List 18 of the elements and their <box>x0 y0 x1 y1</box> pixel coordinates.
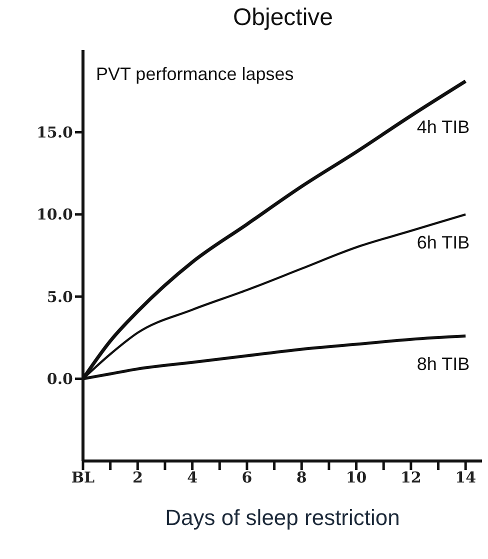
x-tick-label: 2 <box>132 468 143 487</box>
chart-title: Objective <box>232 4 334 32</box>
x-tick-label: 14 <box>455 468 476 487</box>
series-label: 8h TIB <box>416 354 470 374</box>
y-tick-label: 10.0 <box>36 206 73 224</box>
x-tick-label: 10 <box>346 468 367 487</box>
series-label: 6h TIB <box>416 232 470 252</box>
y-tick-label: 5.0 <box>46 288 73 306</box>
y-axis-title: PVT performance lapses <box>96 64 294 85</box>
y-tick-label: 15.0 <box>36 124 73 142</box>
y-tick-label: 0.0 <box>46 370 73 388</box>
x-axis-title: Days of sleep restriction <box>165 505 400 530</box>
x-tick-label: 8 <box>296 468 307 487</box>
x-tick-label: 6 <box>242 468 252 487</box>
series-label: 4h TIB <box>416 117 470 138</box>
x-tick-label: BL <box>71 468 96 487</box>
x-tick-label: 12 <box>400 468 422 487</box>
x-tick-label: 4 <box>187 468 198 487</box>
